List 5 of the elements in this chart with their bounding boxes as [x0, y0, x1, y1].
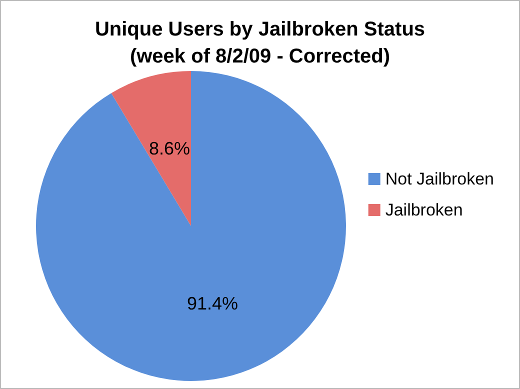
chart-title: Unique Users by Jailbroken Status (week of 8/2/09 - Corrected): [94, 18, 426, 68]
legend-label: Not Jailbroken: [385, 170, 494, 188]
data-label: 8.6%: [149, 138, 190, 158]
legend-label: Jailbroken: [385, 200, 463, 220]
data-label: 91.4%: [186, 294, 238, 314]
